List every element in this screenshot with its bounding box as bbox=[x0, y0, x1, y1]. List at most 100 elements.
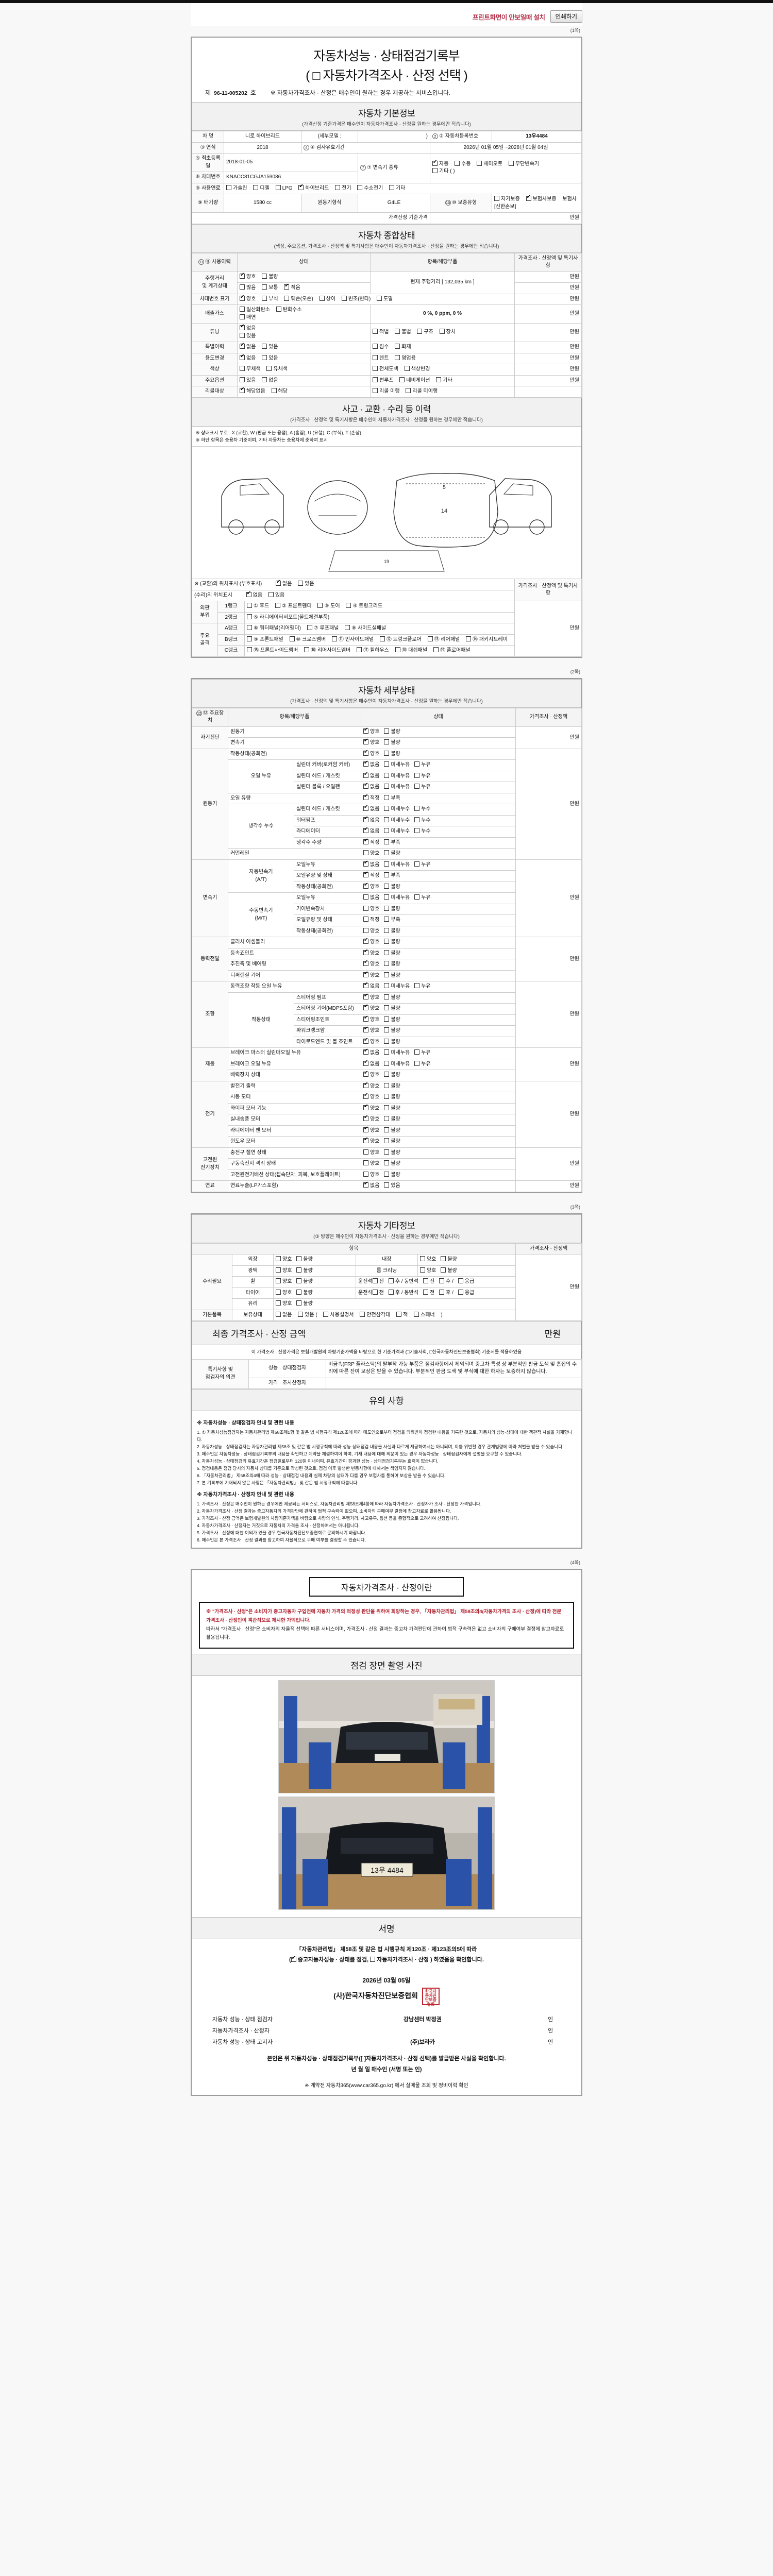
opt-양호[interactable]: 양호 bbox=[363, 1015, 379, 1024]
opt-warranty-self[interactable]: 자가보증 bbox=[494, 196, 520, 204]
opt-누유[interactable]: 누유 bbox=[414, 772, 431, 781]
opt-불량[interactable]: 불량 bbox=[384, 728, 400, 736]
opt-불량[interactable]: 불량 bbox=[384, 1027, 400, 1035]
opt-tuning-none[interactable]: 없음 bbox=[240, 324, 256, 333]
opt-exchange-yes[interactable]: 있음 bbox=[298, 581, 314, 588]
opt-exchange-none[interactable]: 없음 bbox=[276, 580, 292, 588]
opt-불량[interactable]: 불량 bbox=[384, 1016, 400, 1024]
opt-양호[interactable]: 양호 bbox=[363, 727, 379, 736]
opt-불량[interactable]: 불량 bbox=[384, 883, 400, 891]
opt-양호[interactable]: 양호 bbox=[363, 1137, 379, 1146]
opt-미세누유[interactable]: 미세누유 bbox=[384, 1060, 410, 1069]
opt-wheel-pas-r[interactable]: 후 / bbox=[439, 1278, 453, 1286]
opt-wheel-spare[interactable]: 응급 bbox=[458, 1278, 474, 1286]
opt-양호[interactable]: 양호 bbox=[363, 883, 379, 891]
opt-recall-notdone[interactable]: 리콜 미이행 bbox=[406, 388, 438, 396]
opt-trans-auto[interactable]: 자동 bbox=[432, 160, 448, 168]
opt-package-tray[interactable]: ⑭ 패키지트레이 bbox=[465, 636, 508, 644]
opt-tire-good[interactable]: 양호 bbox=[276, 1289, 292, 1297]
opt-trans-cvt[interactable]: 무단변속기 bbox=[508, 160, 539, 168]
opt-tuning-structure[interactable]: 구조 bbox=[417, 329, 433, 336]
opt-양호[interactable]: 양호 bbox=[363, 1004, 379, 1013]
opt-부족[interactable]: 부족 bbox=[384, 917, 400, 924]
opt-vin-corroded[interactable]: 부식 bbox=[262, 295, 278, 303]
opt-불량[interactable]: 불량 bbox=[384, 1005, 400, 1013]
opt-불량[interactable]: 불량 bbox=[384, 1094, 400, 1101]
opt-int-good[interactable]: 양호 bbox=[420, 1256, 436, 1264]
opt-tuning-yes[interactable]: 있음 bbox=[240, 332, 256, 341]
opt-양호[interactable]: 양호 bbox=[363, 1160, 379, 1168]
opt-wheel-good[interactable]: 양호 bbox=[276, 1278, 292, 1286]
opt-없음[interactable]: 없음 bbox=[363, 894, 379, 902]
opt-ext-bad[interactable]: 불량 bbox=[296, 1256, 313, 1264]
opt-wheel-bad[interactable]: 불량 bbox=[296, 1278, 313, 1286]
opt-불량[interactable]: 불량 bbox=[384, 850, 400, 858]
opt-quarter-panel[interactable]: ⑥ 쿼터패널(리어휀더) bbox=[247, 625, 301, 633]
opt-양호[interactable]: 양호 bbox=[363, 850, 379, 858]
opt-미세누수[interactable]: 미세누수 bbox=[384, 817, 410, 825]
opt-options-other[interactable]: 기타 bbox=[436, 377, 452, 385]
opt-tire-spare[interactable]: 응급 bbox=[458, 1289, 474, 1297]
opt-emis-co[interactable]: 일산화탄소 bbox=[240, 307, 270, 314]
opt-fuel-diesel[interactable]: 디젤 bbox=[253, 184, 270, 193]
opt-repair-yes[interactable]: 있음 bbox=[268, 591, 284, 600]
opt-door[interactable]: ③ 도어 bbox=[317, 603, 340, 611]
opt-미세누유[interactable]: 미세누유 bbox=[384, 1049, 410, 1057]
opt-양호[interactable]: 양호 bbox=[363, 1093, 379, 1101]
opt-glass-good[interactable]: 양호 bbox=[276, 1300, 292, 1308]
opt-누유[interactable]: 누유 bbox=[414, 784, 431, 791]
opt-repair-none[interactable]: 없음 bbox=[246, 591, 262, 600]
opt-양호[interactable]: 양호 bbox=[363, 971, 379, 980]
opt-양호[interactable]: 양호 bbox=[363, 927, 379, 936]
opt-불량[interactable]: 불량 bbox=[384, 905, 400, 913]
print-button[interactable]: 인쇄하기 bbox=[550, 10, 582, 23]
opt-불량[interactable]: 불량 bbox=[384, 927, 400, 936]
opt-spanner[interactable]: 스패너 bbox=[414, 1311, 435, 1319]
opt-side-sill-panel[interactable]: ⑧ 사이드실패널 bbox=[345, 625, 386, 633]
opt-양호[interactable]: 양호 bbox=[363, 1038, 379, 1046]
opt-불량[interactable]: 불량 bbox=[384, 739, 400, 747]
opt-tuning-device[interactable]: 장치 bbox=[439, 329, 456, 336]
opt-부족[interactable]: 부족 bbox=[384, 872, 400, 880]
opt-fuel-electric[interactable]: 전기 bbox=[335, 184, 351, 193]
opt-미세누수[interactable]: 미세누수 bbox=[384, 806, 410, 814]
opt-양호[interactable]: 양호 bbox=[363, 1171, 379, 1179]
opt-누수[interactable]: 누수 bbox=[414, 817, 431, 825]
opt-없음[interactable]: 없음 bbox=[363, 860, 379, 869]
opt-누유[interactable]: 누유 bbox=[414, 761, 431, 769]
opt-radiator-support[interactable]: ⑤ 라디에이터서포트(볼트체결부품) bbox=[247, 614, 329, 622]
opt-recall-yes[interactable]: 해당 bbox=[271, 388, 288, 396]
opt-양호[interactable]: 양호 bbox=[363, 1082, 379, 1091]
opt-rental[interactable]: 렌트 bbox=[373, 354, 389, 363]
opt-int-bad[interactable]: 불량 bbox=[441, 1256, 457, 1264]
opt-wheel-drv-f[interactable]: 전 bbox=[372, 1278, 384, 1286]
opt-불량[interactable]: 불량 bbox=[384, 1160, 400, 1168]
opt-양호[interactable]: 양호 bbox=[363, 1026, 379, 1035]
opt-tire-drv-r[interactable]: 후 / 동반석 bbox=[388, 1289, 418, 1297]
opt-부족[interactable]: 부족 bbox=[384, 794, 400, 803]
opt-불량[interactable]: 불량 bbox=[384, 1127, 400, 1135]
opt-불량[interactable]: 불량 bbox=[384, 1138, 400, 1146]
opt-special-none[interactable]: 없음 bbox=[240, 343, 256, 351]
opt-usechange-yes[interactable]: 있음 bbox=[262, 354, 278, 363]
opt-불량[interactable]: 불량 bbox=[384, 1171, 400, 1179]
opt-wheel-pas-f[interactable]: 전 bbox=[423, 1278, 434, 1286]
opt-불량[interactable]: 불량 bbox=[384, 1038, 400, 1046]
opt-양호[interactable]: 양호 bbox=[363, 1104, 379, 1113]
opt-tuning-illegal[interactable]: 불법 bbox=[395, 329, 411, 336]
opt-fuel-lpg[interactable]: LPG bbox=[275, 184, 293, 193]
opt-emis-hc[interactable]: 탄화수소 bbox=[276, 307, 302, 314]
opt-누유[interactable]: 누유 bbox=[414, 894, 431, 902]
opt-rear-side-member[interactable]: ⑯ 리어사이드멤버 bbox=[304, 647, 350, 655]
opt-vin-good[interactable]: 양호 bbox=[240, 295, 256, 303]
opt-roof-panel[interactable]: ⑦ 루프패널 bbox=[307, 625, 339, 633]
opt-tire-drv-f[interactable]: 전 bbox=[372, 1289, 384, 1297]
opt-front-side-member[interactable]: ⑮ 프론트사이드멤버 bbox=[247, 647, 298, 655]
opt-dash-panel[interactable]: ⑱ 대쉬패널 bbox=[395, 647, 427, 655]
opt-vin-erased[interactable]: 도말 bbox=[377, 295, 393, 303]
opt-mileage-good[interactable]: 양호 bbox=[240, 273, 256, 281]
opt-불량[interactable]: 불량 bbox=[384, 1149, 400, 1157]
opt-meter-few[interactable]: 적음 bbox=[284, 283, 300, 292]
opt-inside-panel[interactable]: ⑪ 인사이드패널 bbox=[332, 636, 374, 644]
opt-ext-good[interactable]: 양호 bbox=[276, 1256, 292, 1264]
